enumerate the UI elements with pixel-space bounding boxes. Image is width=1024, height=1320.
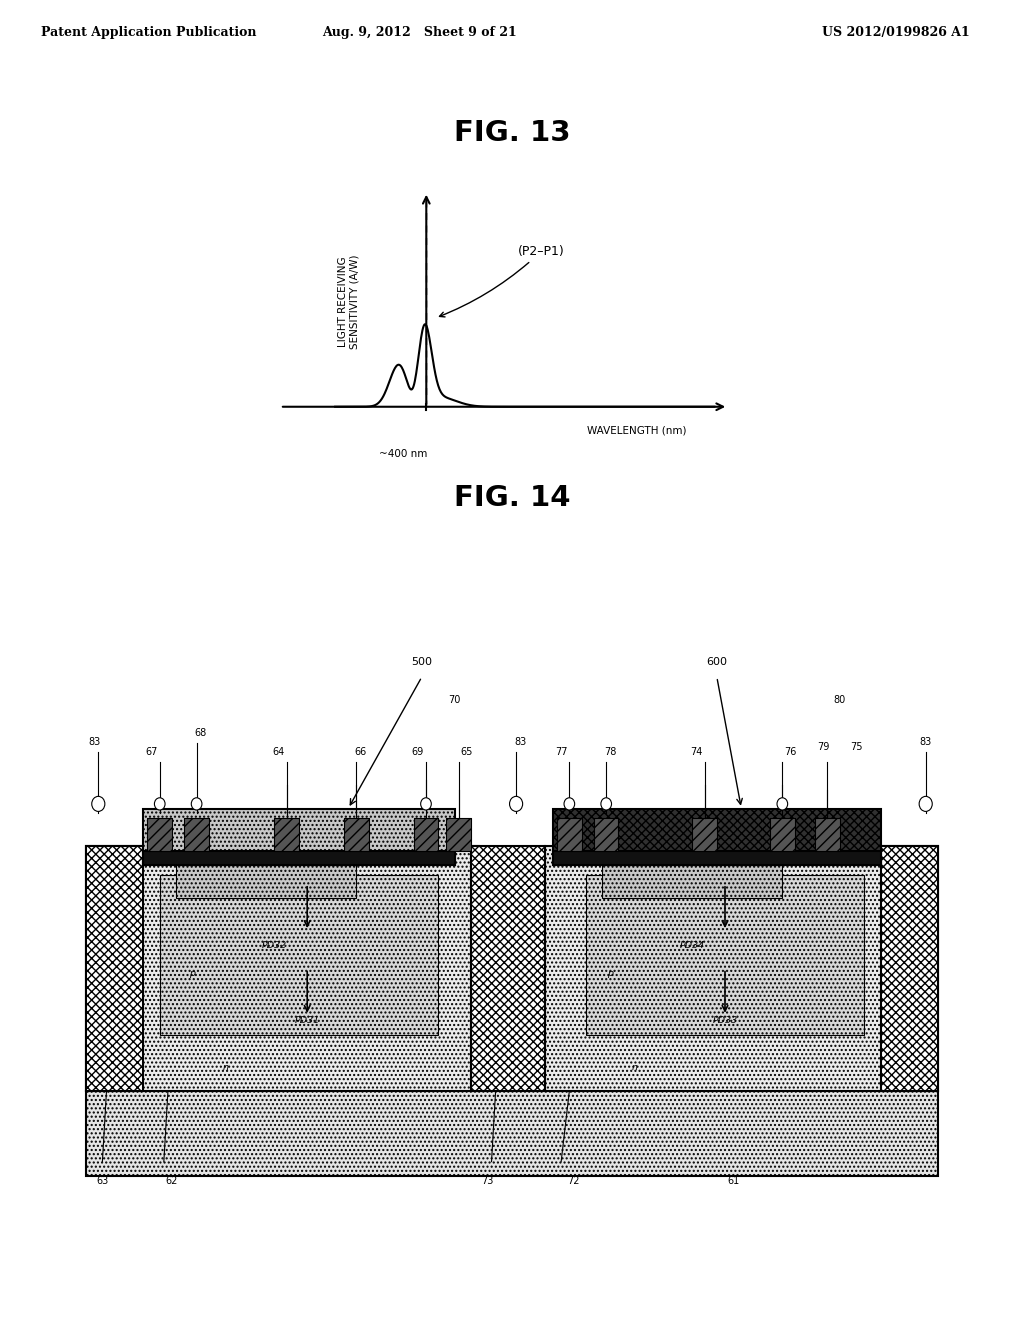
- Bar: [160, 874, 438, 1035]
- Text: 70: 70: [449, 696, 461, 705]
- Bar: [545, 846, 938, 1092]
- Circle shape: [920, 796, 932, 812]
- Text: US 2012/0199826 A1: US 2012/0199826 A1: [822, 26, 970, 38]
- Text: 83: 83: [514, 738, 526, 747]
- Text: WAVELENGTH (nm): WAVELENGTH (nm): [587, 425, 686, 436]
- Text: 600: 600: [707, 657, 727, 668]
- Bar: [344, 818, 369, 851]
- Text: 76: 76: [784, 747, 797, 756]
- Text: 74: 74: [690, 747, 702, 756]
- Bar: [586, 874, 864, 1035]
- Bar: [274, 818, 299, 851]
- Bar: [770, 818, 795, 851]
- Bar: [602, 865, 782, 898]
- Bar: [143, 851, 455, 865]
- Text: 65: 65: [461, 747, 473, 756]
- Circle shape: [777, 797, 787, 810]
- Text: 61: 61: [727, 1176, 739, 1185]
- Bar: [143, 809, 455, 865]
- Text: p: p: [607, 969, 613, 978]
- Text: PD33: PD33: [713, 1016, 737, 1026]
- Text: p: p: [189, 969, 196, 978]
- Bar: [176, 865, 356, 898]
- Text: PD34: PD34: [680, 941, 705, 950]
- Bar: [414, 818, 438, 851]
- Text: Aug. 9, 2012   Sheet 9 of 21: Aug. 9, 2012 Sheet 9 of 21: [323, 26, 517, 38]
- Bar: [594, 818, 618, 851]
- Circle shape: [601, 797, 611, 810]
- Circle shape: [191, 797, 202, 810]
- Bar: [147, 818, 172, 851]
- Text: 62: 62: [166, 1176, 178, 1185]
- Bar: [692, 818, 717, 851]
- Text: 75: 75: [850, 742, 862, 752]
- Circle shape: [564, 797, 574, 810]
- Bar: [881, 846, 938, 1092]
- Text: 83: 83: [920, 738, 932, 747]
- Bar: [815, 818, 840, 851]
- Text: FIG. 13: FIG. 13: [454, 119, 570, 147]
- Bar: [557, 818, 582, 851]
- Bar: [274, 818, 299, 851]
- Bar: [815, 818, 840, 851]
- Bar: [594, 818, 618, 851]
- Text: 79: 79: [817, 742, 829, 752]
- Circle shape: [92, 796, 104, 812]
- Circle shape: [421, 797, 431, 810]
- Bar: [86, 846, 479, 1092]
- Text: 83: 83: [88, 738, 100, 747]
- Text: 69: 69: [412, 747, 424, 756]
- Text: n: n: [632, 1063, 638, 1072]
- Text: 73: 73: [481, 1176, 494, 1185]
- Bar: [86, 846, 143, 1092]
- Text: PD32: PD32: [262, 941, 287, 950]
- Text: Patent Application Publication: Patent Application Publication: [41, 26, 256, 38]
- Text: PD31: PD31: [295, 1016, 319, 1026]
- Bar: [553, 851, 881, 865]
- Text: ~400 nm: ~400 nm: [379, 449, 428, 459]
- Bar: [414, 818, 438, 851]
- Text: 67: 67: [145, 747, 158, 756]
- Text: 77: 77: [555, 747, 567, 756]
- Text: 68: 68: [195, 729, 207, 738]
- Text: 500: 500: [412, 657, 432, 668]
- Bar: [553, 809, 881, 865]
- Bar: [344, 818, 369, 851]
- Bar: [557, 818, 582, 851]
- Bar: [471, 846, 545, 1092]
- Text: FIG. 14: FIG. 14: [454, 484, 570, 512]
- Circle shape: [155, 797, 165, 810]
- Bar: [147, 818, 172, 851]
- Text: n: n: [222, 1063, 228, 1072]
- Circle shape: [510, 796, 522, 812]
- Text: 78: 78: [604, 747, 616, 756]
- Bar: [692, 818, 717, 851]
- Text: 66: 66: [354, 747, 367, 756]
- Bar: [86, 1092, 938, 1176]
- Bar: [446, 818, 471, 851]
- Bar: [770, 818, 795, 851]
- Text: LIGHT RECEIVING
SENSITIVITY (A/W): LIGHT RECEIVING SENSITIVITY (A/W): [338, 255, 359, 348]
- Text: (P2–P1): (P2–P1): [439, 246, 564, 317]
- Text: 63: 63: [96, 1176, 109, 1185]
- Bar: [184, 818, 209, 851]
- Bar: [446, 818, 471, 851]
- Text: 64: 64: [272, 747, 285, 756]
- Text: 80: 80: [834, 696, 846, 705]
- Bar: [184, 818, 209, 851]
- Text: 72: 72: [567, 1176, 580, 1185]
